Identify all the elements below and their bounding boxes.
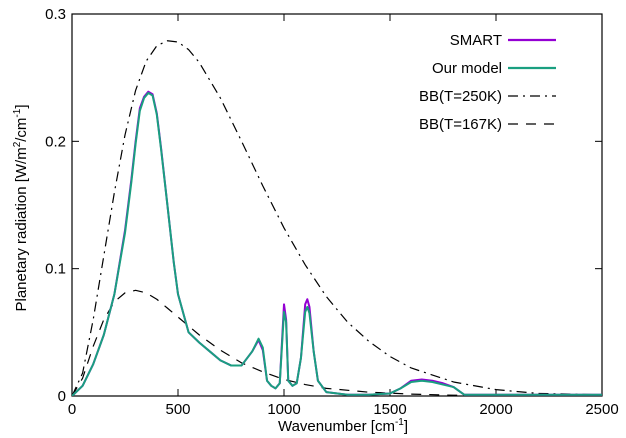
x-tick-label: 1000: [267, 401, 300, 418]
series-group: [72, 40, 602, 396]
y-axis-ticks: 0 0.1 0.2 0.3: [45, 6, 602, 405]
y-tick-label: 0: [58, 388, 66, 405]
series-line-our-model: [72, 91, 602, 396]
x-tick-label: 500: [165, 401, 190, 418]
x-tick-label: 2500: [585, 401, 618, 418]
legend-label: BB(T=250K): [419, 88, 502, 105]
x-tick-label: 2000: [479, 401, 512, 418]
x-tick-label: 1500: [373, 401, 406, 418]
legend: SMART Our model BB(T=250K) BB(T=167K): [419, 32, 556, 133]
y-tick-label: 0.3: [45, 6, 66, 23]
legend-label: Our model: [432, 60, 502, 77]
y-tick-label: 0.2: [45, 133, 66, 150]
series-line-bb-t-250k: [72, 40, 602, 396]
legend-label: BB(T=167K): [419, 116, 502, 133]
series-line-smart: [72, 90, 602, 396]
x-axis-label: Wavenumber [cm-1]: [278, 417, 408, 435]
y-tick-label: 0.1: [45, 261, 66, 278]
series-line-bb-t-167k: [72, 289, 602, 396]
legend-label: SMART: [450, 32, 502, 49]
y-axis-label: Planetary radiation [W/m2/cm-1]: [12, 104, 30, 311]
plot-frame: [71, 13, 603, 397]
x-axis-ticks: 0 500 1000 1500 2000 2500: [68, 14, 619, 418]
x-tick-label: 0: [68, 401, 76, 418]
